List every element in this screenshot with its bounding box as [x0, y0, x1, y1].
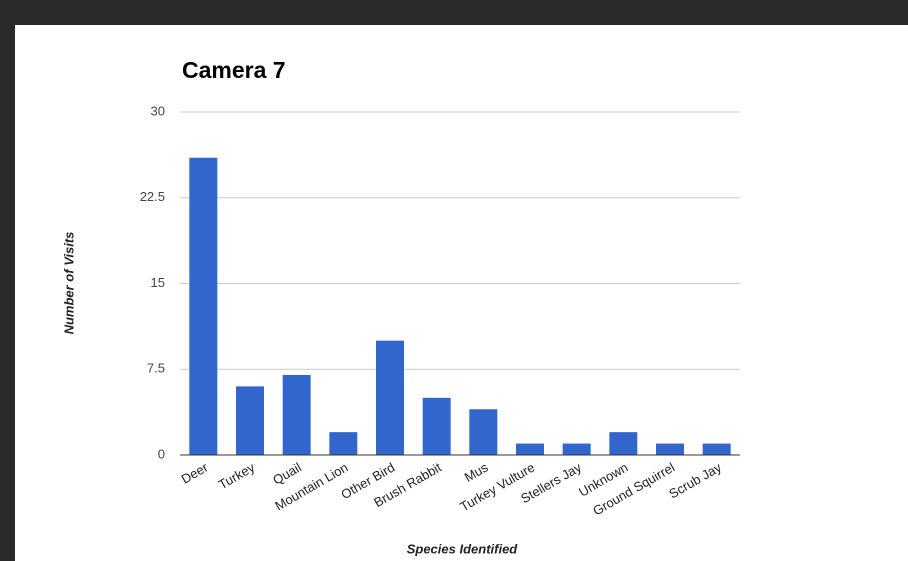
- y-tick-label: 7.5: [147, 361, 165, 376]
- bar: [656, 443, 684, 455]
- x-axis-label: Species Identified: [407, 541, 519, 556]
- bar: [236, 386, 264, 455]
- chart-title: Camera 7: [182, 57, 286, 83]
- bar: [516, 443, 544, 455]
- y-tick-label: 30: [151, 103, 165, 118]
- chart-card: [15, 25, 908, 561]
- y-tick-label: 0: [158, 446, 165, 461]
- bar: [282, 374, 311, 455]
- y-tick-label: 22.5: [140, 189, 165, 204]
- bar: [189, 157, 218, 455]
- bar: [329, 432, 358, 455]
- bar: [702, 443, 731, 455]
- bar: [376, 340, 404, 455]
- y-tick-label: 15: [151, 275, 165, 290]
- bar: [609, 432, 638, 455]
- y-axis-label: Number of Visits: [61, 232, 76, 335]
- bar: [469, 409, 498, 455]
- bar: [422, 397, 451, 455]
- bar: [562, 443, 591, 455]
